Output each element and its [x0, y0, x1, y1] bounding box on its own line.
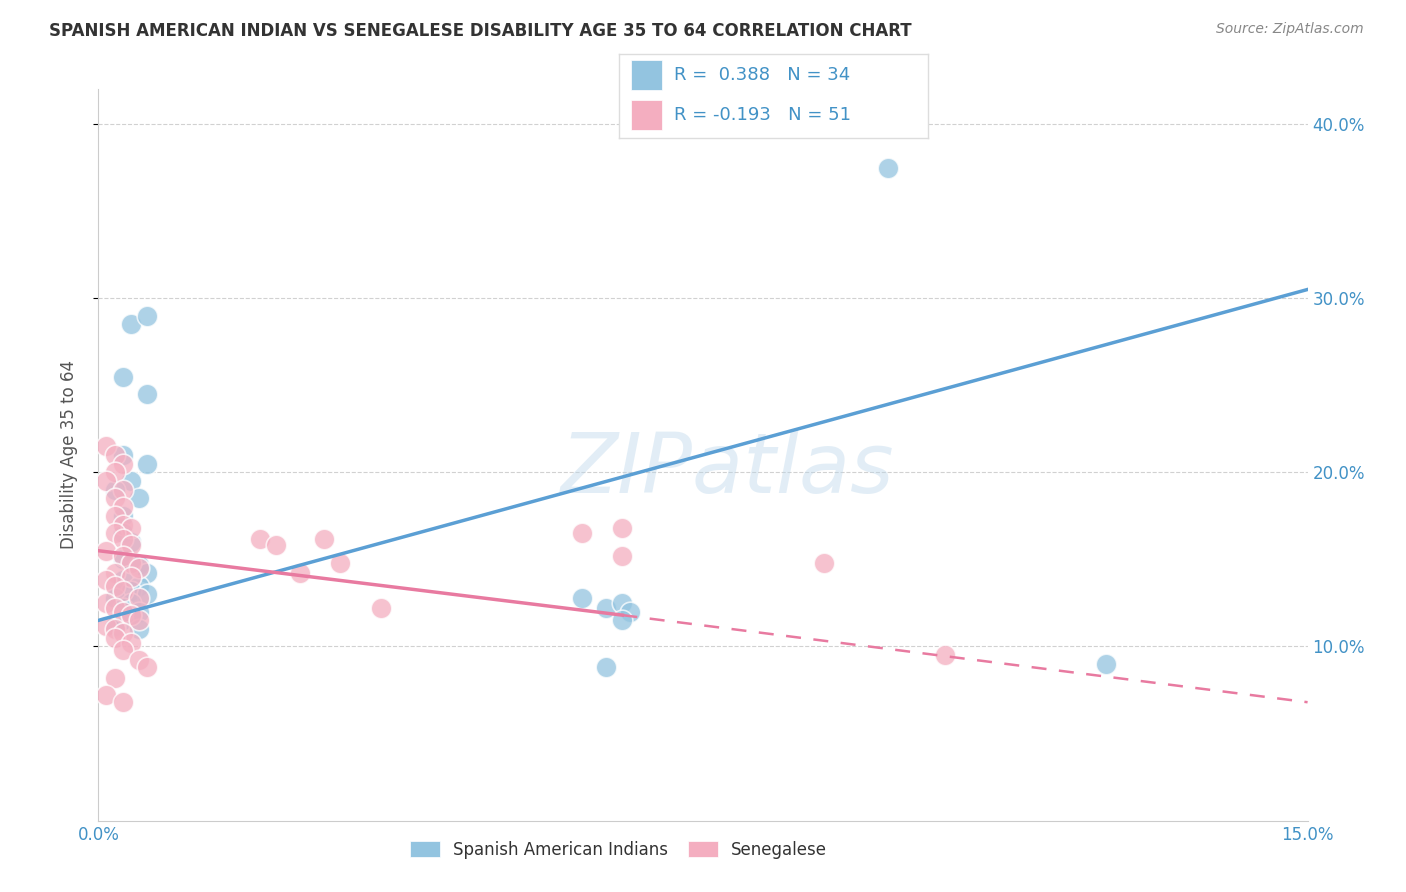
- Point: [288, 566, 311, 581]
- Point: [111, 369, 134, 384]
- Point: [103, 526, 125, 541]
- Point: [111, 532, 134, 546]
- Point: [111, 695, 134, 709]
- Point: [612, 549, 634, 563]
- Point: [135, 457, 157, 471]
- Point: [111, 508, 134, 523]
- Point: [128, 558, 150, 572]
- Point: [111, 448, 134, 462]
- Point: [595, 660, 617, 674]
- Bar: [631, 61, 662, 90]
- Point: [595, 601, 617, 615]
- Point: [103, 483, 125, 497]
- Point: [128, 561, 150, 575]
- Text: SPANISH AMERICAN INDIAN VS SENEGALESE DISABILITY AGE 35 TO 64 CORRELATION CHART: SPANISH AMERICAN INDIAN VS SENEGALESE DI…: [49, 22, 912, 40]
- Point: [111, 625, 134, 640]
- Point: [103, 448, 125, 462]
- Point: [96, 543, 118, 558]
- Point: [111, 526, 134, 541]
- Point: [249, 532, 271, 546]
- Point: [111, 500, 134, 515]
- Point: [128, 605, 150, 619]
- Point: [128, 491, 150, 506]
- Point: [120, 636, 142, 650]
- Point: [120, 570, 142, 584]
- Point: [135, 660, 157, 674]
- Point: [96, 596, 118, 610]
- Point: [370, 601, 392, 615]
- Point: [128, 653, 150, 667]
- Point: [96, 439, 118, 453]
- Point: [135, 566, 157, 581]
- Point: [120, 474, 142, 488]
- Point: [813, 556, 835, 570]
- Legend: Spanish American Indians, Senegalese: Spanish American Indians, Senegalese: [401, 832, 835, 867]
- Text: Source: ZipAtlas.com: Source: ZipAtlas.com: [1216, 22, 1364, 37]
- Point: [103, 601, 125, 615]
- Point: [128, 591, 150, 605]
- Point: [103, 466, 125, 480]
- Point: [612, 596, 634, 610]
- Point: [128, 613, 150, 627]
- Point: [111, 549, 134, 563]
- Point: [103, 631, 125, 645]
- Point: [111, 643, 134, 657]
- Point: [103, 618, 125, 632]
- Point: [96, 688, 118, 702]
- Point: [111, 601, 134, 615]
- Point: [612, 521, 634, 535]
- Point: [103, 491, 125, 506]
- Text: R =  0.388   N = 34: R = 0.388 N = 34: [675, 66, 851, 84]
- Point: [111, 574, 134, 588]
- Point: [120, 535, 142, 549]
- Point: [111, 613, 134, 627]
- Point: [111, 552, 134, 566]
- Point: [96, 574, 118, 588]
- Point: [877, 161, 900, 175]
- Point: [128, 578, 150, 592]
- Point: [96, 474, 118, 488]
- Point: [120, 556, 142, 570]
- Point: [103, 622, 125, 636]
- Point: [120, 521, 142, 535]
- Point: [111, 605, 134, 619]
- Point: [103, 566, 125, 581]
- Point: [264, 539, 287, 553]
- Point: [619, 605, 641, 619]
- Point: [571, 526, 593, 541]
- Y-axis label: Disability Age 35 to 64: Disability Age 35 to 64: [59, 360, 77, 549]
- Point: [128, 622, 150, 636]
- Point: [111, 483, 134, 497]
- Point: [329, 556, 352, 570]
- Point: [111, 583, 134, 598]
- Point: [571, 591, 593, 605]
- Point: [96, 618, 118, 632]
- Point: [135, 387, 157, 401]
- Point: [934, 648, 956, 663]
- Point: [111, 457, 134, 471]
- Point: [120, 556, 142, 570]
- Point: [103, 508, 125, 523]
- Point: [135, 587, 157, 601]
- Point: [314, 532, 336, 546]
- Point: [120, 608, 142, 623]
- Bar: [631, 100, 662, 130]
- Point: [120, 596, 142, 610]
- Point: [120, 608, 142, 623]
- Point: [135, 309, 157, 323]
- Text: R = -0.193   N = 51: R = -0.193 N = 51: [675, 106, 851, 124]
- Point: [120, 583, 142, 598]
- Point: [103, 671, 125, 685]
- Point: [120, 539, 142, 553]
- Point: [612, 613, 634, 627]
- Point: [103, 578, 125, 592]
- Point: [1095, 657, 1118, 671]
- Point: [111, 517, 134, 532]
- Text: ZIPatlas: ZIPatlas: [561, 429, 894, 510]
- Point: [120, 318, 142, 332]
- Point: [103, 591, 125, 605]
